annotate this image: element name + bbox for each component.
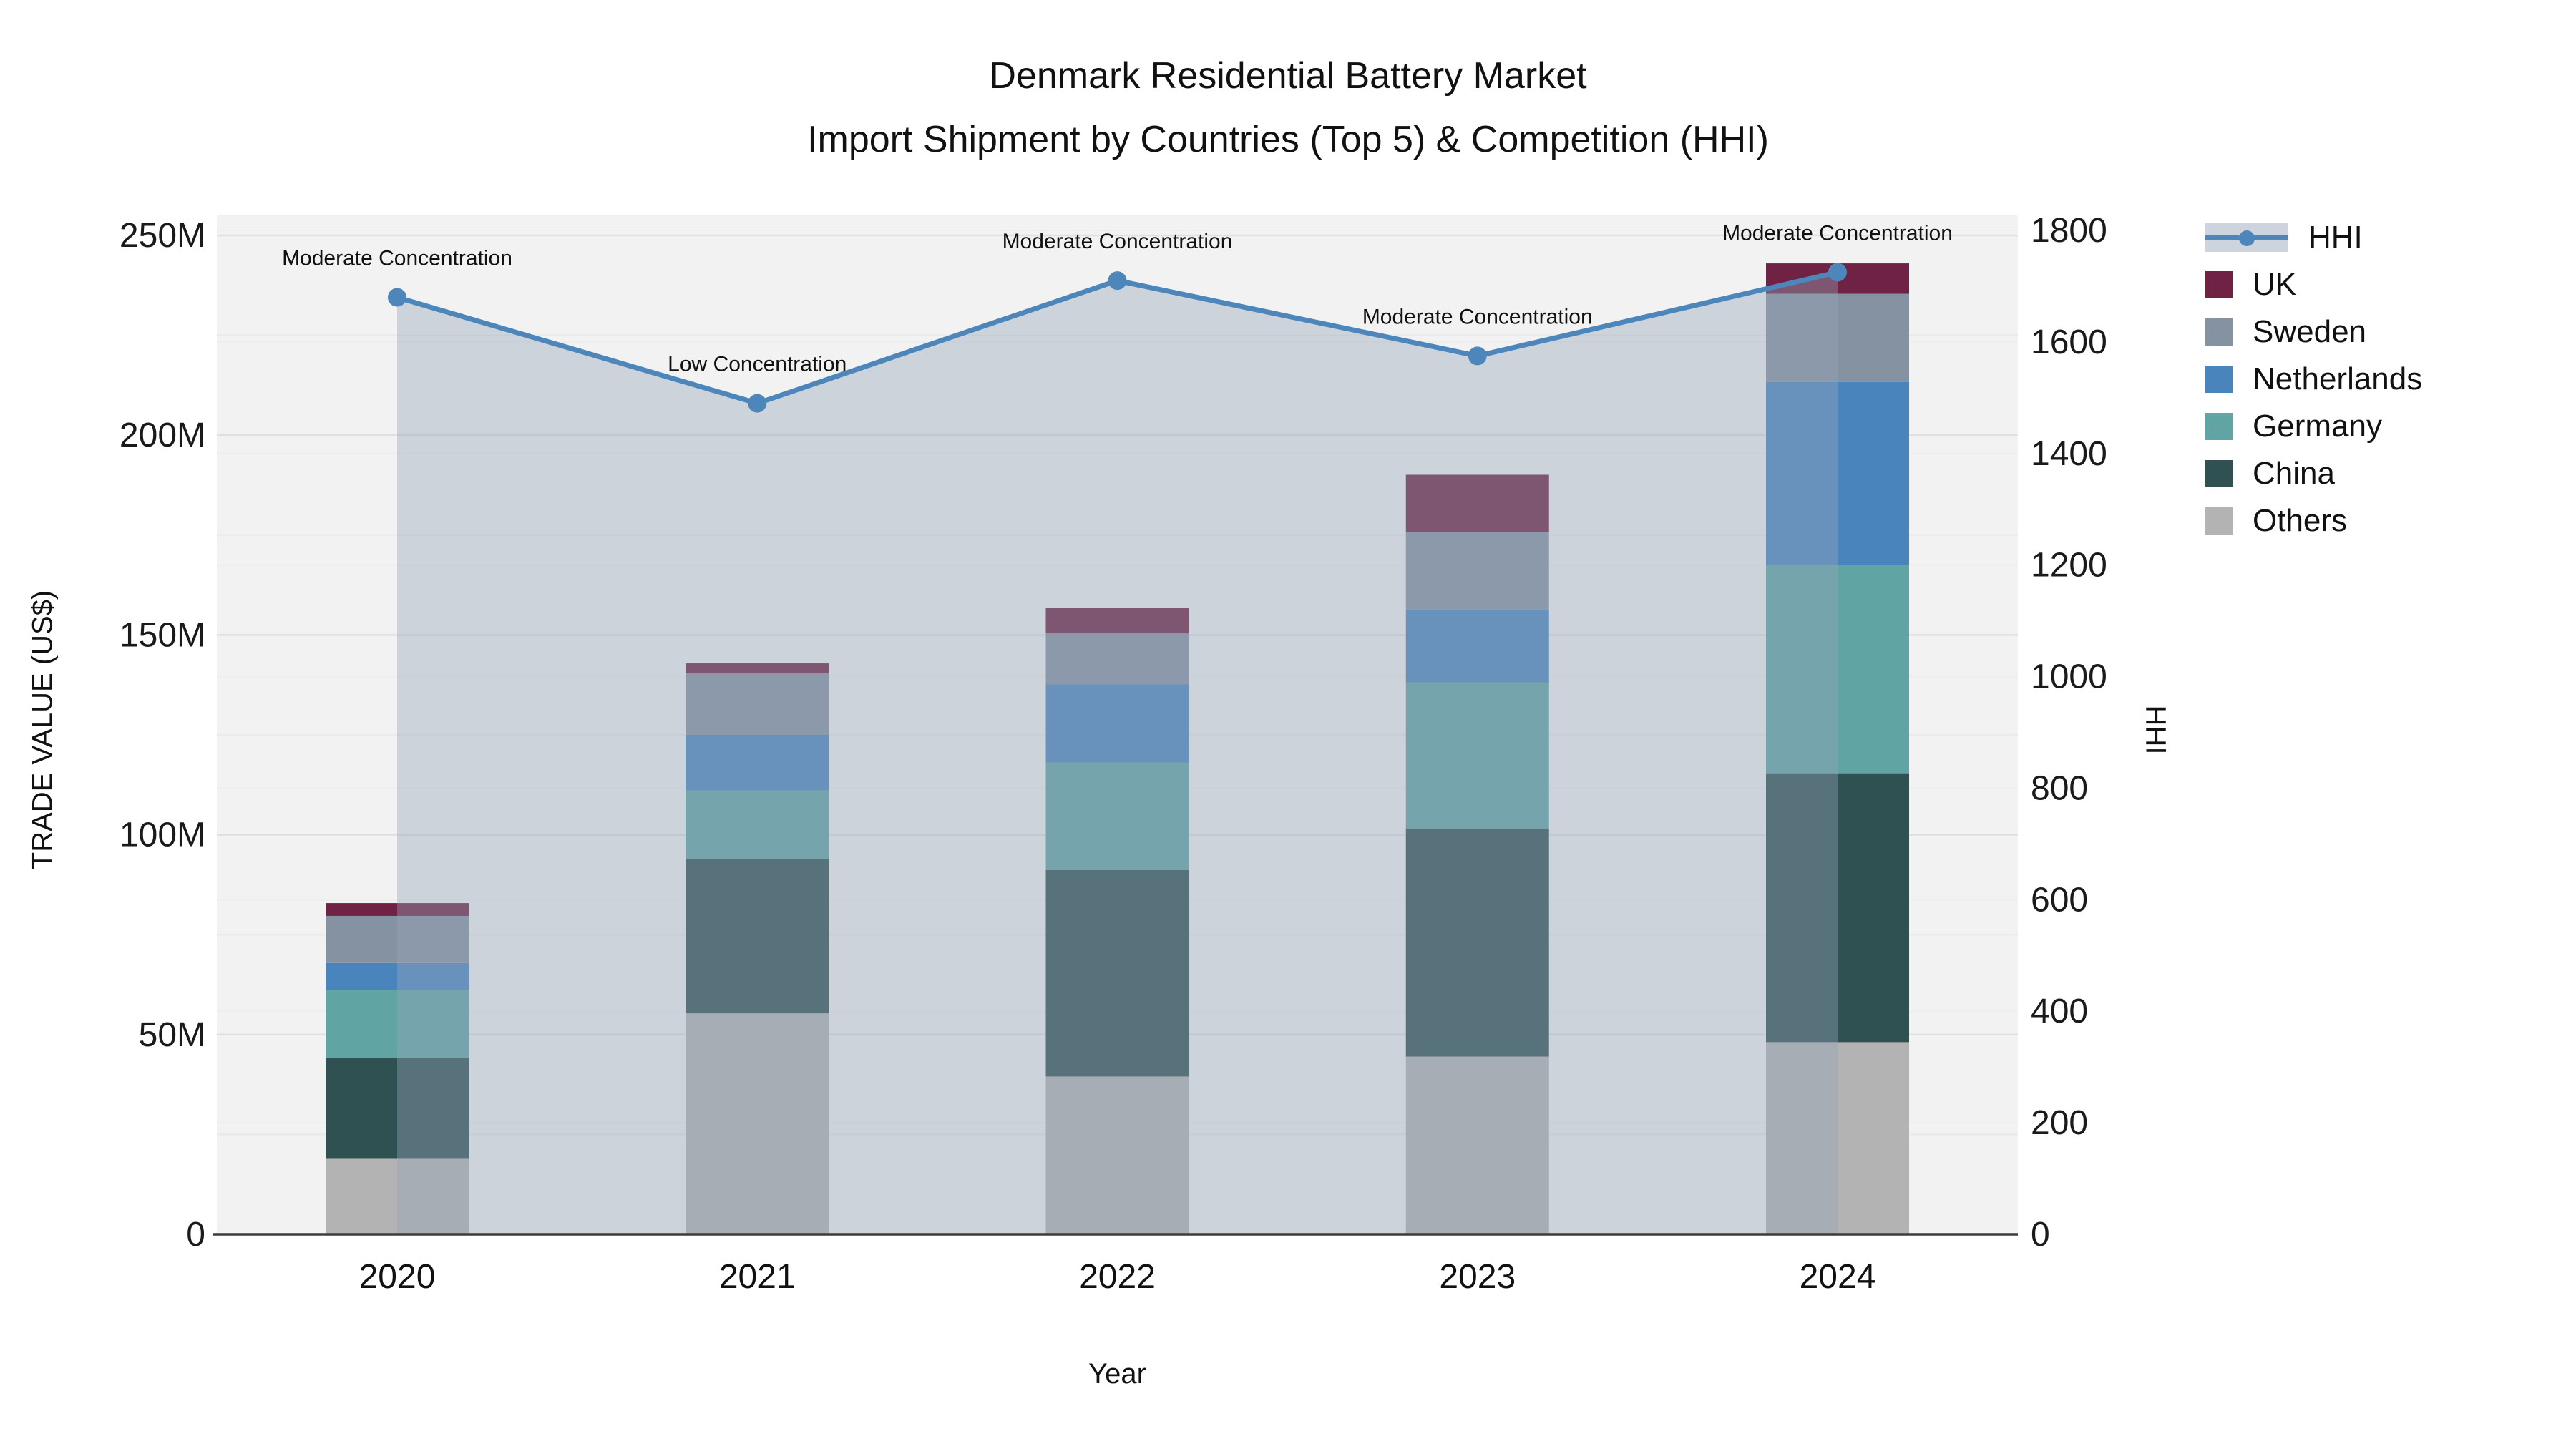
legend-color-swatch bbox=[2205, 460, 2233, 487]
bar-segment-uk-2021 bbox=[686, 663, 829, 674]
legend-label: Others bbox=[2253, 503, 2348, 538]
bar-segment-uk-2020 bbox=[326, 903, 469, 916]
annotation-2024: Moderate Concentration bbox=[1722, 221, 1953, 245]
bar-segment-uk-2023 bbox=[1405, 474, 1549, 532]
hhi-point-2024 bbox=[1828, 263, 1847, 282]
y-left-tick-100M: 100M bbox=[119, 816, 205, 854]
annotation-2021: Low Concentration bbox=[668, 353, 847, 376]
chart-title-line1: Denmark Residential Battery Market bbox=[989, 55, 1587, 97]
y-left-tick-250M: 250M bbox=[119, 217, 205, 255]
hhi-point-2020 bbox=[388, 288, 406, 307]
chart-title-line2: Import Shipment by Countries (Top 5) & C… bbox=[807, 119, 1769, 161]
y-right-tick-200: 200 bbox=[2031, 1104, 2088, 1142]
bar-segment-sweden-2023 bbox=[1405, 532, 1549, 610]
x-axis-label: Year bbox=[1088, 1358, 1146, 1390]
bar-segment-sweden-2024 bbox=[1766, 293, 1909, 382]
bar-segment-netherlands-2021 bbox=[686, 735, 829, 791]
bar-segment-china-2020 bbox=[326, 1058, 469, 1159]
y-right-tick-1200: 1200 bbox=[2031, 547, 2107, 585]
legend-item-others: Others bbox=[2205, 503, 2422, 538]
hhi-area bbox=[397, 272, 1838, 1234]
legend-item-uk: UK bbox=[2205, 267, 2422, 302]
legend-label: China bbox=[2253, 456, 2335, 491]
legend-color-swatch bbox=[2205, 507, 2233, 535]
legend-item-china: China bbox=[2205, 456, 2422, 491]
bar-segment-sweden-2020 bbox=[326, 915, 469, 963]
bar-segment-netherlands-2024 bbox=[1766, 381, 1909, 565]
bar-segment-china-2022 bbox=[1045, 869, 1189, 1077]
x-tick-2023: 2023 bbox=[1439, 1258, 1516, 1296]
legend-item-netherlands: Netherlands bbox=[2205, 361, 2423, 396]
legend-item-sweden: Sweden bbox=[2205, 314, 2422, 349]
legend-label: HHI bbox=[2308, 220, 2363, 255]
bar-segment-china-2021 bbox=[686, 859, 829, 1014]
bar-segment-uk-2022 bbox=[1045, 608, 1189, 634]
x-tick-2020: 2020 bbox=[359, 1258, 436, 1296]
y-right-tick-1800: 1800 bbox=[2031, 212, 2107, 250]
y-right-tick-0: 0 bbox=[2031, 1216, 2050, 1254]
y-left-tick-200M: 200M bbox=[119, 416, 205, 454]
hhi-point-2023 bbox=[1468, 346, 1487, 366]
y-right-tick-600: 600 bbox=[2031, 881, 2088, 919]
bar-segment-others-2022 bbox=[1045, 1076, 1189, 1234]
legend-color-swatch bbox=[2205, 366, 2233, 393]
bar-segment-china-2023 bbox=[1405, 828, 1549, 1057]
legend-label: Germany bbox=[2253, 409, 2382, 444]
bar-segment-sweden-2022 bbox=[1045, 633, 1189, 685]
x-tick-2024: 2024 bbox=[1800, 1258, 1876, 1296]
annotation-2023: Moderate Concentration bbox=[1362, 305, 1593, 328]
legend-item-germany: Germany bbox=[2205, 409, 2422, 444]
legend-color-swatch bbox=[2205, 318, 2233, 346]
chart-title: Denmark Residential Battery Market Impor… bbox=[0, 44, 2576, 172]
legend-item-hhi: HHI bbox=[2205, 220, 2422, 255]
legend-hhi-line-icon bbox=[2205, 223, 2288, 252]
bar-segment-germany-2021 bbox=[686, 790, 829, 859]
bar-segment-others-2020 bbox=[326, 1158, 469, 1234]
bar-segment-netherlands-2022 bbox=[1045, 684, 1189, 763]
bar-segment-sweden-2021 bbox=[686, 673, 829, 735]
legend-label: Netherlands bbox=[2253, 361, 2423, 396]
bar-segment-netherlands-2023 bbox=[1405, 609, 1549, 683]
y-right-tick-1000: 1000 bbox=[2031, 658, 2107, 696]
hhi-point-2022 bbox=[1108, 271, 1127, 291]
bar-segment-netherlands-2020 bbox=[326, 962, 469, 990]
y-right-tick-400: 400 bbox=[2031, 992, 2088, 1030]
bar-segment-others-2023 bbox=[1405, 1056, 1549, 1234]
y-left-tick-150M: 150M bbox=[119, 616, 205, 654]
y-axis-label-left: TRADE VALUE (US$) bbox=[26, 590, 59, 870]
y-right-tick-1400: 1400 bbox=[2031, 435, 2107, 473]
annotation-2020: Moderate Concentration bbox=[282, 247, 512, 270]
x-tick-2021: 2021 bbox=[719, 1258, 796, 1296]
bar-segment-germany-2024 bbox=[1766, 565, 1909, 774]
annotation-2022: Moderate Concentration bbox=[1002, 230, 1233, 253]
legend-label: Sweden bbox=[2253, 314, 2367, 349]
bar-segment-germany-2023 bbox=[1405, 682, 1549, 829]
y-left-tick-0: 0 bbox=[186, 1216, 205, 1254]
y-left-tick-50M: 50M bbox=[139, 1016, 205, 1054]
legend: HHI UK Sweden Netherlands Germany China Others bbox=[2205, 220, 2423, 538]
x-tick-2022: 2022 bbox=[1079, 1258, 1156, 1296]
bar-segment-germany-2020 bbox=[326, 990, 469, 1058]
bar-segment-china-2024 bbox=[1766, 773, 1909, 1043]
bar-segment-germany-2022 bbox=[1045, 762, 1189, 870]
legend-color-swatch bbox=[2205, 413, 2233, 440]
legend-color-swatch bbox=[2205, 271, 2233, 298]
legend-label: UK bbox=[2253, 267, 2297, 302]
bar-segment-others-2024 bbox=[1766, 1042, 1909, 1234]
y-right-tick-800: 800 bbox=[2031, 769, 2088, 807]
y-right-tick-1600: 1600 bbox=[2031, 323, 2107, 361]
hhi-point-2021 bbox=[748, 394, 767, 413]
bar-segment-others-2021 bbox=[686, 1013, 829, 1234]
y-axis-label-right: HHI bbox=[2140, 705, 2172, 755]
